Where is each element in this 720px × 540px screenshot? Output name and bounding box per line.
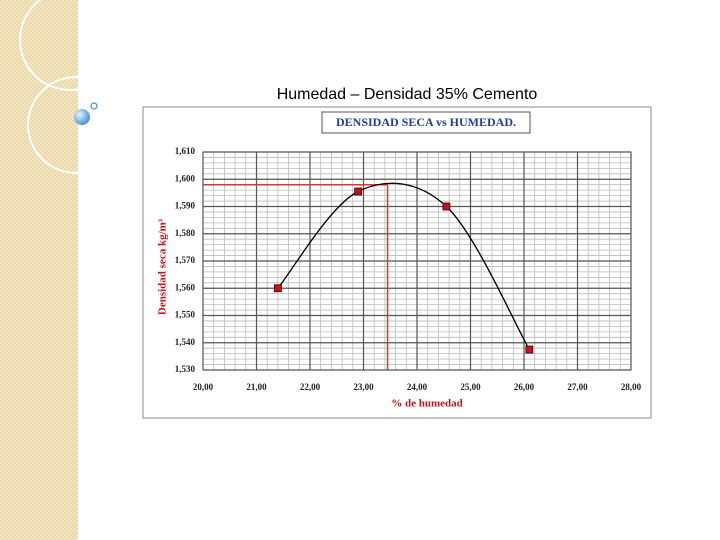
chart-title-box (321, 111, 531, 134)
y-tick-label: 1,570 (175, 255, 196, 265)
y-axis-label: Densidad seca kg/m³ (157, 218, 169, 315)
decor-ball (90, 102, 98, 110)
x-tick-label: 22,00 (300, 382, 321, 392)
x-tick-label: 21,00 (246, 382, 267, 392)
side-strip (0, 0, 78, 540)
decor-ring (19, 0, 121, 91)
x-tick-label: 27,00 (567, 382, 588, 392)
x-tick-label: 25,00 (460, 382, 481, 392)
slide-title: Humedad – Densidad 35% Cemento (277, 86, 538, 103)
data-point (354, 187, 363, 196)
y-tick-label: 1,590 (175, 201, 196, 211)
data-point (273, 284, 282, 293)
y-tick-label: 1,580 (175, 228, 196, 238)
chart-title: DENSIDAD SECA vs HUMEDAD. (336, 115, 516, 129)
x-tick-label: 24,00 (407, 382, 428, 392)
x-tick-label: 23,00 (353, 382, 374, 392)
x-tick-label: 28,00 (621, 382, 642, 392)
data-point (442, 202, 451, 211)
y-tick-label: 1,530 (175, 364, 196, 374)
decor-ring (27, 76, 125, 174)
data-point (525, 345, 534, 354)
x-tick-label: 20,00 (193, 382, 214, 392)
y-tick-label: 1,550 (175, 310, 196, 320)
y-tick-label: 1,610 (175, 146, 196, 156)
y-tick-label: 1,540 (175, 337, 196, 347)
plot: 20,00 21,00 22,00 23,00 24,00 25,00 26,00 27,00… (175, 146, 642, 392)
x-tick-label: 26,00 (514, 382, 535, 392)
data-line (277, 182, 530, 350)
decor-ball (74, 109, 90, 125)
y-tick-label: 1,560 (175, 282, 196, 292)
y-tick-label: 1,600 (175, 173, 196, 183)
x-axis-label: % de humedad (391, 398, 463, 410)
